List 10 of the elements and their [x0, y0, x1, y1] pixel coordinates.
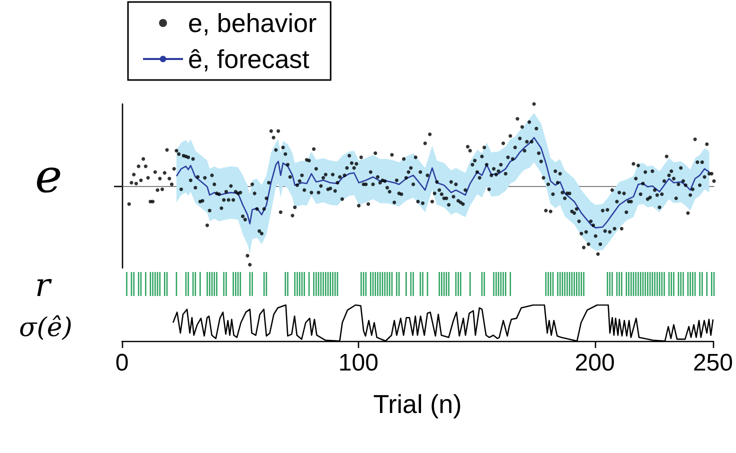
x-tick-label: 100	[338, 350, 378, 376]
y-axis-title: σ(ê)	[19, 313, 72, 343]
legend-label: e, behavior	[188, 8, 317, 38]
x-tick-label: 0	[115, 350, 129, 376]
x-axis-title: Trial (n)	[373, 389, 462, 419]
x-tick-label: 250	[692, 350, 733, 376]
y-axis-title: r	[35, 266, 52, 304]
x-tick-label: 200	[574, 350, 615, 376]
legend-label: ê, forecast	[188, 44, 310, 74]
y-axis-title: e	[35, 149, 62, 203]
